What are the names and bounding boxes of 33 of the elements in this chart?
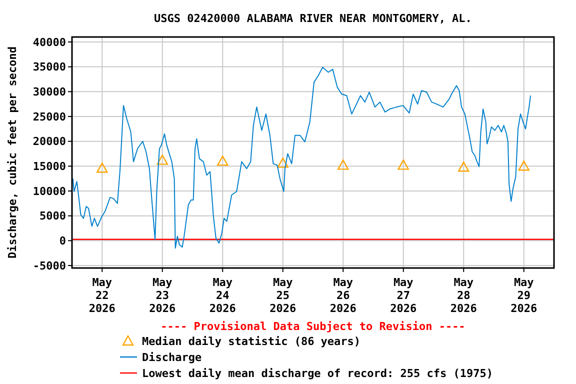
legend-label: Median daily statistic (86 years) — [142, 335, 361, 348]
y-tick-label: 10000 — [32, 184, 66, 198]
y-tick-label: 30000 — [32, 85, 66, 98]
chart-title: USGS 02420000 ALABAMA RIVER NEAR MONTGOMERY, AL. — [154, 12, 472, 25]
x-tick-label: May 28 2026 — [450, 276, 478, 315]
y-axis-title: Discharge, cubic feet per second — [6, 46, 19, 258]
y-tick-label: 40000 — [32, 36, 66, 49]
point — [217, 156, 228, 166]
y-tick-label: 35000 — [32, 60, 66, 74]
y-tick-label: 25000 — [32, 110, 66, 124]
text: ---- Provisional Data Subject to Revision ---- — [160, 320, 466, 333]
point — [96, 162, 108, 173]
x-tick-label: May 22 2026 — [88, 276, 116, 315]
point — [338, 160, 349, 170]
point — [277, 158, 288, 168]
x-tick-label: May 23 2026 — [149, 276, 176, 315]
y-tick-label: -5000 — [32, 259, 66, 272]
point — [398, 160, 409, 170]
legend-label: Lowest daily mean discharge of record: 255 cfs (1975) — [142, 367, 493, 380]
y-tick-label: 15000 — [32, 160, 66, 174]
x-tick-label: May 25 2026 — [270, 276, 296, 315]
x-tick-label: May 29 2026 — [510, 276, 538, 315]
point — [458, 162, 470, 172]
point — [518, 160, 530, 171]
legend-label: Discharge — [142, 351, 202, 364]
point — [156, 154, 168, 165]
x-tick-label: May 24 2026 — [209, 276, 236, 315]
x-tick-label: May 27 2026 — [390, 276, 417, 315]
line-series — [72, 66, 532, 249]
y-tick-label: 20000 — [32, 135, 66, 148]
y-tick-label: 5000 — [40, 210, 66, 223]
x-tick-label: May 26 2026 — [330, 276, 357, 315]
y-tick-label: 0 — [59, 234, 66, 248]
